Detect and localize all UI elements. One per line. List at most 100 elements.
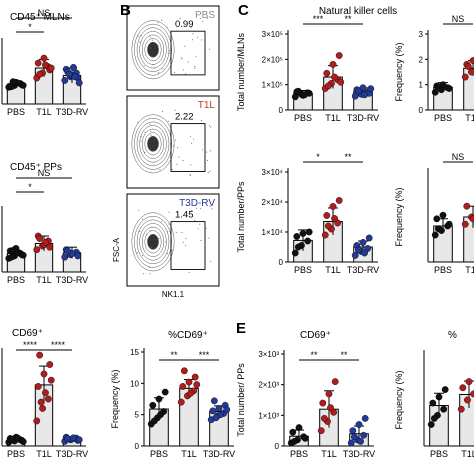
event-dot: [191, 142, 193, 144]
event-dot: [208, 237, 210, 239]
data-point: [335, 52, 343, 59]
event-dot: [202, 20, 204, 22]
data-point: [47, 64, 55, 72]
contour-line: [134, 117, 172, 170]
data-point: [290, 437, 298, 445]
event-dot: [206, 159, 209, 161]
event-dot: [178, 156, 180, 158]
event-dot: [149, 273, 151, 275]
data-point: [217, 411, 224, 419]
data-point: [469, 57, 474, 64]
data-point: [157, 411, 164, 419]
data-point: [33, 246, 41, 254]
chart-title: CD45⁺ PPs: [10, 162, 62, 173]
significance-label: *: [316, 152, 320, 162]
data-point: [319, 399, 327, 407]
y-tick-label: 0: [279, 258, 284, 267]
event-dot: [166, 26, 168, 28]
data-point: [329, 203, 337, 210]
event-dot: [162, 68, 164, 70]
event-dot: [185, 244, 187, 246]
event-dot: [208, 125, 211, 127]
gate-percentage: 0.99: [175, 19, 194, 30]
event-dot: [150, 130, 152, 132]
data-point: [180, 367, 188, 375]
category-label: PBS: [7, 449, 25, 459]
event-dot: [167, 253, 169, 255]
event-dot: [164, 241, 166, 243]
y-tick-label: 3×10⁴: [262, 168, 284, 177]
data-point: [9, 246, 17, 254]
data-point: [193, 381, 201, 388]
section-c-title: Natural killer cells: [319, 6, 397, 17]
data-point: [36, 70, 44, 78]
contour-line: [141, 128, 165, 159]
data-point: [150, 417, 158, 425]
chart-title: CD69⁺: [12, 328, 43, 339]
data-point: [469, 215, 474, 223]
chart-A_pp: CD45⁺ PPs PBS T1L T3D-RV * NS: [1, 162, 88, 285]
data-point: [8, 435, 16, 443]
event-dot: [209, 206, 211, 208]
data-point: [445, 220, 453, 228]
panel-letter-b: B: [120, 2, 131, 19]
category-label: T1L: [325, 113, 341, 123]
data-point: [46, 243, 54, 251]
event-dot: [209, 170, 211, 172]
event-dot: [137, 35, 139, 37]
event-dot: [195, 56, 197, 58]
event-dot: [171, 168, 173, 171]
event-dot: [209, 150, 211, 152]
category-label: T3D-RV: [203, 449, 235, 459]
data-point: [47, 376, 55, 384]
data-point: [161, 388, 169, 396]
data-point: [33, 417, 41, 425]
y-axis-label: Frequency (%): [110, 369, 120, 428]
data-point: [293, 233, 301, 240]
category-label: PBS: [434, 265, 452, 275]
chart-C_freq_mln: Frequency (%) 0 1 2 3 PBS T1L NS: [394, 14, 474, 123]
event-dot: [182, 241, 184, 243]
event-dot: [210, 260, 212, 263]
event-dot: [168, 50, 170, 52]
data-point: [327, 404, 334, 412]
significance-label: **: [310, 350, 318, 360]
data-point: [337, 78, 345, 86]
data-point: [223, 406, 231, 414]
data-point: [40, 54, 48, 62]
flow-group-label: T1L: [198, 100, 216, 111]
event-dot: [144, 151, 146, 154]
data-point: [14, 434, 21, 442]
event-dot: [191, 39, 193, 41]
event-dot: [141, 255, 144, 257]
event-dot: [200, 120, 203, 122]
data-point: [295, 424, 303, 431]
data-point: [459, 384, 467, 392]
event-dot: [174, 139, 177, 141]
data-point: [299, 230, 307, 237]
y-axis-label: Frequency (%): [394, 370, 404, 429]
data-point: [9, 78, 17, 86]
category-label: T3D-RV: [56, 275, 88, 285]
data-point: [179, 383, 187, 390]
data-point: [464, 63, 472, 70]
data-point: [75, 79, 83, 87]
significance-label: NS: [38, 8, 51, 18]
significance-label: ***: [199, 350, 210, 360]
data-point: [354, 246, 362, 254]
data-point: [36, 351, 44, 359]
event-dot: [167, 231, 169, 233]
flow-plot-2: 2.22 T1L: [126, 95, 220, 189]
event-dot: [190, 164, 192, 166]
category-label: T1L: [36, 275, 52, 285]
event-dot: [202, 149, 204, 151]
data-point: [64, 247, 72, 255]
data-point: [323, 69, 331, 77]
event-dot: [143, 273, 145, 275]
data-point: [19, 82, 27, 89]
event-dot: [145, 233, 147, 235]
data-point: [37, 398, 45, 406]
chart-A_mln: CD45⁺ MLNs PBS T1L T3D-RV * NS: [1, 8, 88, 117]
category-label: T3D-RV: [56, 449, 88, 459]
